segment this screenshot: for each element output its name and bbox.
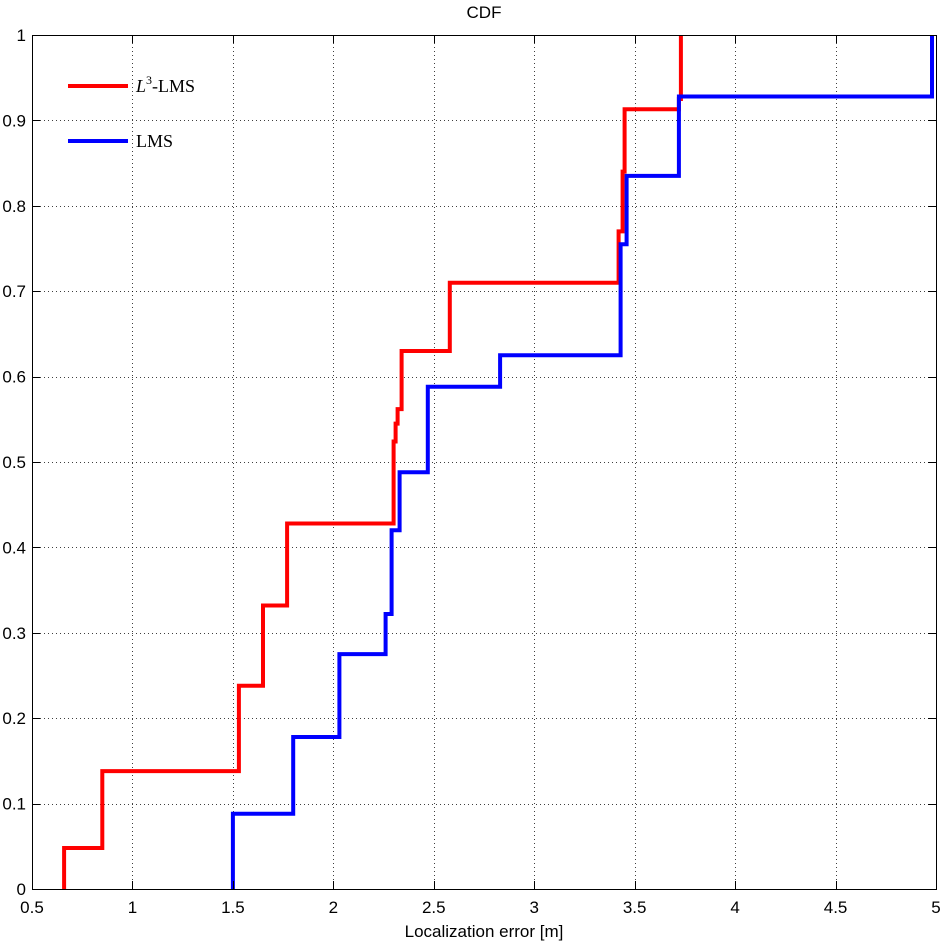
y-tick-labels: 0 0.1 0.2 0.3 0.4 0.5 0.6 0.7 0.8 0.9 1: [2, 26, 26, 899]
x-tick-label: 0.5: [20, 898, 44, 917]
chart-title: CDF: [467, 3, 502, 22]
x-tick-label: 1.5: [221, 898, 245, 917]
y-tick-label: 0.2: [2, 709, 26, 728]
axis-ticks: [32, 35, 937, 890]
x-tick-label: 2: [329, 898, 338, 917]
grid-lines: [32, 35, 936, 889]
y-tick-label: 0.7: [2, 282, 26, 301]
x-tick-label: 1: [128, 898, 137, 917]
y-tick-label: 0.9: [2, 111, 26, 130]
y-tick-label: 0: [17, 880, 26, 899]
y-tick-label: 0.5: [2, 453, 26, 472]
series-line-lms: [230, 35, 934, 889]
y-tick-label: 1: [17, 26, 26, 45]
y-tick-label: 0.3: [2, 624, 26, 643]
legend-label-lms: LMS: [136, 131, 173, 151]
series-layer: [62, 35, 934, 889]
y-tick-label: 0.8: [2, 197, 26, 216]
y-tick-label: 0.1: [2, 795, 26, 814]
y-tick-label: 0.6: [2, 368, 26, 387]
x-tick-label: 4.5: [824, 898, 848, 917]
x-tick-label: 4: [730, 898, 739, 917]
x-tick-label: 2.5: [422, 898, 446, 917]
series-line-l3-lms: [62, 35, 683, 889]
x-tick-label: 5: [931, 898, 940, 917]
x-axis-label: Localization error [m]: [405, 922, 564, 941]
y-tick-label: 0.4: [2, 538, 26, 557]
legend-label-l3-lms: L3-LMS: [135, 73, 195, 96]
legend: L3-LMS LMS: [68, 73, 195, 151]
x-tick-labels: 0.5 1 1.5 2 2.5 3 3.5 4 4.5 5: [20, 898, 941, 917]
x-tick-label: 3.5: [623, 898, 647, 917]
x-tick-label: 3: [529, 898, 538, 917]
